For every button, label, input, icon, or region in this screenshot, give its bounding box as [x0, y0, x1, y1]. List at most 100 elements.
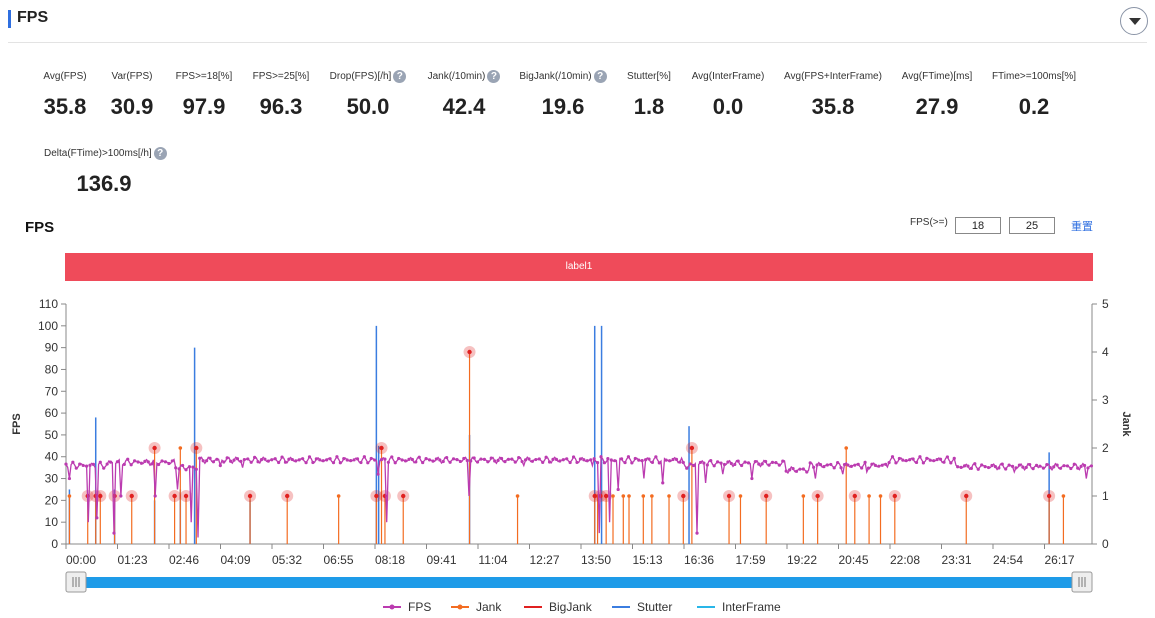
- fps-point: [770, 460, 775, 464]
- fps-point: [815, 463, 819, 467]
- fps-point: [997, 466, 1001, 470]
- legend-item-jank[interactable]: Jank: [451, 600, 502, 614]
- metric-label-text: Delta(FTime)>100ms[/h]: [44, 148, 152, 159]
- jank-point: [383, 494, 387, 498]
- fps-point: [318, 458, 322, 462]
- fps-point: [407, 457, 411, 461]
- fps-point: [877, 464, 881, 468]
- fps-point: [976, 467, 980, 471]
- x-tick-label: 06:55: [323, 553, 353, 567]
- metric-label: FPS>=18[%]: [176, 71, 233, 82]
- fps-point: [558, 459, 562, 463]
- zoom-slider-handle-right[interactable]: [1071, 571, 1093, 593]
- fps-point: [150, 462, 154, 466]
- fps-point: [962, 464, 967, 468]
- fps-point: [503, 460, 507, 464]
- bigjank-halo: [723, 490, 736, 502]
- fps-point: [1038, 464, 1042, 468]
- fps-point: [445, 455, 449, 460]
- fps-point: [733, 462, 737, 467]
- metric-label: Stutter[%]: [627, 71, 671, 82]
- jank-point: [867, 494, 871, 498]
- fps-threshold-low-input[interactable]: [955, 217, 1001, 234]
- fps-point: [475, 460, 480, 464]
- fps-point: [383, 457, 387, 461]
- legend-item-fps[interactable]: FPS: [383, 600, 431, 614]
- fps-point: [595, 461, 600, 465]
- metric-label: Delta(FTime)>100ms[/h]?: [44, 147, 167, 160]
- bigjank-halo: [375, 442, 388, 454]
- help-icon[interactable]: ?: [487, 70, 501, 83]
- x-tick-label: 24:54: [993, 553, 1023, 567]
- bigjank-point: [247, 493, 253, 499]
- fps-point: [719, 461, 723, 465]
- help-icon[interactable]: ?: [593, 70, 607, 83]
- jank-point: [650, 494, 654, 498]
- metric-10: Avg(FTime)[ms] 27.9: [877, 66, 997, 120]
- fps-point: [626, 455, 631, 459]
- fps-threshold-high-input[interactable]: [1009, 217, 1055, 234]
- metric-value: 35.8: [811, 94, 855, 119]
- jank-point: [738, 494, 743, 498]
- help-icon[interactable]: ?: [153, 147, 167, 160]
- fps-point: [853, 463, 857, 467]
- fps-point: [119, 494, 123, 498]
- help-icon[interactable]: ?: [393, 70, 407, 83]
- chevron-down-icon: [1129, 18, 1141, 25]
- x-tick-label: 16:36: [684, 553, 714, 567]
- metric-5: Jank(/10min)? 42.4: [404, 66, 524, 120]
- bigjank-point: [598, 493, 603, 499]
- y-axis-title: FPS: [11, 413, 23, 434]
- fps-point: [434, 457, 438, 461]
- fps-point: [345, 458, 349, 462]
- jank-point: [129, 494, 134, 498]
- fps-point: [890, 455, 895, 459]
- fps-point: [829, 462, 833, 467]
- bigjank-halo: [588, 490, 601, 502]
- fps-point: [489, 456, 493, 460]
- fps-series-line: [65, 455, 1092, 538]
- jank-point: [379, 446, 384, 450]
- jank-point: [764, 494, 768, 498]
- fps-point: [294, 459, 298, 463]
- y-tick-label: 80: [45, 362, 59, 376]
- fps-point: [818, 463, 823, 467]
- bigjank-point: [964, 493, 969, 499]
- y-tick-label: 60: [45, 406, 59, 420]
- jank-point: [98, 494, 103, 498]
- legend-item-stutter[interactable]: Stutter: [612, 600, 672, 614]
- fps-point: [551, 457, 555, 461]
- fps-point: [105, 462, 109, 466]
- fps-point: [685, 466, 689, 470]
- fps-point: [647, 457, 651, 461]
- fps-point: [1041, 466, 1046, 470]
- fps-point: [1021, 465, 1025, 469]
- fps-point: [400, 458, 404, 462]
- bigjank-halo: [190, 442, 203, 454]
- fps-point: [908, 458, 912, 462]
- legend-label: BigJank: [549, 600, 593, 614]
- fps-point: [232, 458, 236, 462]
- metric-value: 96.3: [259, 94, 303, 119]
- collapse-toggle-button[interactable]: [1120, 7, 1148, 35]
- y-tick-label: 100: [38, 319, 58, 333]
- reset-link[interactable]: 重置: [1071, 221, 1093, 233]
- legend-item-interframe[interactable]: InterFrame: [697, 600, 781, 614]
- fps-point: [952, 456, 956, 460]
- fps-point: [791, 466, 795, 471]
- fps-point: [139, 461, 144, 465]
- fps-point: [928, 458, 932, 462]
- fps-point: [115, 460, 120, 464]
- fps-point: [722, 462, 727, 467]
- fps-point: [321, 459, 325, 463]
- bigjank-halo: [148, 442, 161, 454]
- fps-point: [266, 459, 270, 463]
- jank-point: [611, 494, 615, 498]
- y2-tick-label: 5: [1102, 297, 1109, 311]
- fps-point: [914, 460, 919, 465]
- zoom-slider-handle-left[interactable]: [65, 571, 87, 593]
- legend-item-bigjank[interactable]: BigJank: [524, 600, 593, 614]
- fps-point: [78, 462, 82, 466]
- metric-value: 1.8: [633, 94, 665, 119]
- fps-point: [465, 458, 469, 463]
